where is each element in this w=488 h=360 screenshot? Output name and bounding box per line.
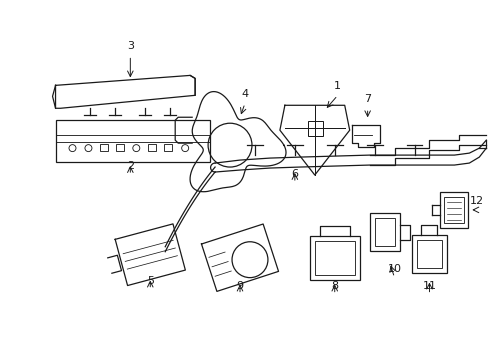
Bar bbox=[100, 144, 108, 151]
Text: 7: 7 bbox=[364, 94, 370, 104]
Bar bbox=[411, 235, 447, 273]
Bar bbox=[416, 240, 442, 268]
Text: 11: 11 bbox=[422, 280, 436, 291]
Bar bbox=[307, 121, 322, 136]
Bar bbox=[369, 213, 399, 251]
Bar bbox=[314, 241, 354, 275]
Bar bbox=[164, 144, 172, 151]
Text: 10: 10 bbox=[387, 264, 401, 274]
Text: 2: 2 bbox=[126, 161, 134, 171]
Text: 4: 4 bbox=[241, 89, 248, 99]
Text: 9: 9 bbox=[236, 280, 243, 291]
Text: 1: 1 bbox=[334, 81, 341, 91]
Text: 5: 5 bbox=[146, 276, 153, 285]
Text: 3: 3 bbox=[126, 41, 134, 51]
Bar bbox=[309, 236, 359, 280]
Text: 8: 8 bbox=[330, 280, 338, 291]
Bar bbox=[148, 144, 156, 151]
Text: 6: 6 bbox=[291, 169, 298, 179]
Bar bbox=[440, 192, 468, 228]
Bar bbox=[56, 120, 210, 162]
Bar bbox=[116, 144, 124, 151]
Text: 12: 12 bbox=[469, 196, 484, 206]
Bar bbox=[444, 197, 464, 223]
Bar bbox=[374, 218, 394, 246]
